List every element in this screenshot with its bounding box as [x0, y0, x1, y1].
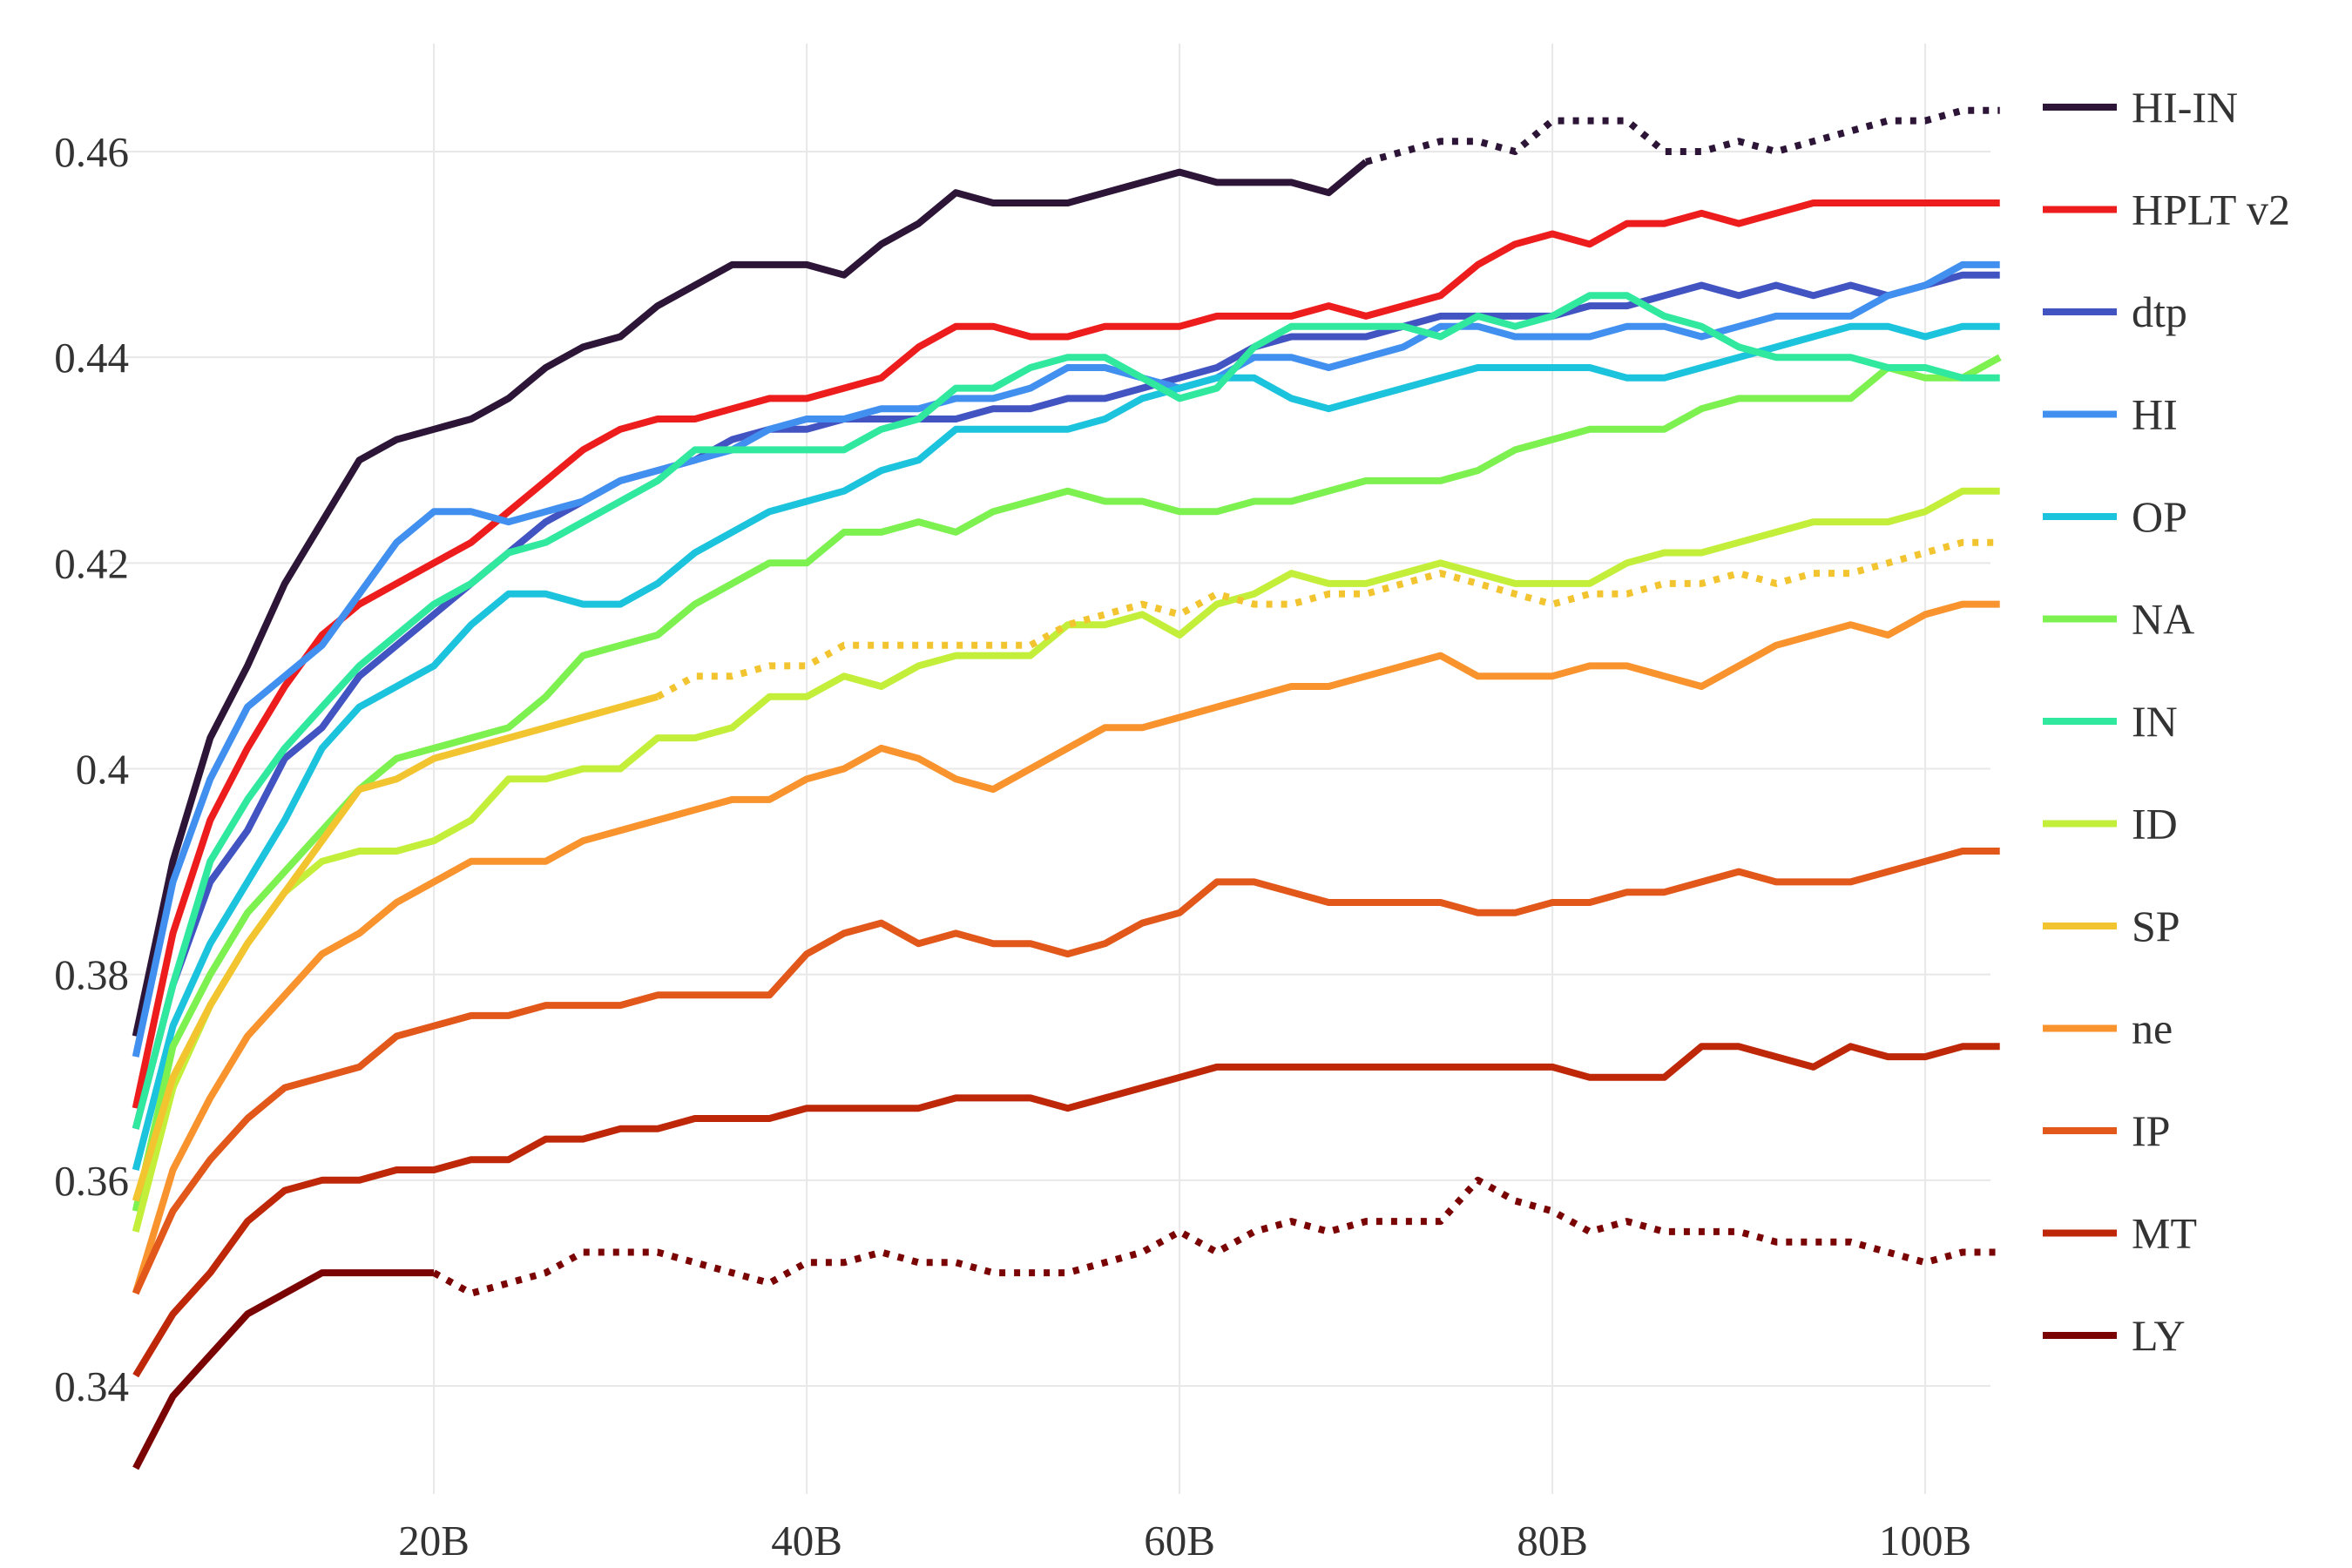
y-tick-label: 0.34 — [54, 1362, 129, 1410]
x-tick-label: 40B — [771, 1517, 842, 1565]
series-line-in — [132, 292, 2000, 1130]
legend-item-ly[interactable]: LY — [2043, 1311, 2186, 1360]
legend-item-hi[interactable]: HI — [2043, 390, 2178, 439]
series-line-dtp — [132, 271, 2000, 1130]
legend-item-ip[interactable]: IP — [2043, 1106, 2170, 1155]
legend-item-sp[interactable]: SP — [2043, 902, 2180, 950]
series-line-hplt-v2 — [132, 199, 2000, 1110]
x-tick-label: 80B — [1517, 1517, 1588, 1565]
series-line-sp-dotted — [655, 538, 2000, 700]
legend-item-na[interactable]: NA — [2043, 595, 2194, 644]
legend-label: HPLT v2 — [2132, 186, 2290, 234]
gridlines — [109, 44, 1990, 1494]
legend-item-in[interactable]: IN — [2043, 697, 2178, 746]
series-line-na — [132, 354, 2002, 1213]
legend-item-mt[interactable]: MT — [2043, 1209, 2197, 1258]
legend-label: NA — [2132, 595, 2194, 644]
series-line-mt — [132, 1043, 2000, 1378]
y-tick-label: 0.44 — [54, 334, 129, 382]
legend-item-ne[interactable]: ne — [2043, 1004, 2173, 1053]
legend-label: MT — [2132, 1209, 2197, 1258]
series-line-hi-in-dotted — [1365, 106, 2000, 166]
legend-label: ID — [2132, 800, 2178, 848]
series-line-ly — [132, 1269, 435, 1470]
series-line-sp — [132, 693, 659, 1202]
legend-label: HI — [2132, 390, 2178, 439]
legend-label: OP — [2132, 492, 2187, 541]
legend-label: dtp — [2132, 287, 2187, 336]
x-axis-ticks: 20B 40B 60B 80B 100B — [398, 1517, 1971, 1565]
legend-label: IP — [2132, 1106, 2170, 1155]
series-line-ne — [132, 600, 2000, 1294]
series-lines — [132, 106, 2002, 1470]
y-tick-label: 0.46 — [54, 128, 129, 176]
series-line-ly-dotted — [432, 1176, 2000, 1297]
legend[interactable]: HI-IN HPLT v2 dtp HI OP NA IN ID SP ne IP MT LY — [2043, 83, 2290, 1360]
series-line-hi-in — [132, 159, 1369, 1037]
series-line-id — [132, 487, 2000, 1233]
legend-item-op[interactable]: OP — [2043, 492, 2187, 541]
legend-item-id[interactable]: ID — [2043, 800, 2178, 848]
x-tick-label: 60B — [1144, 1517, 1215, 1565]
x-tick-label: 100B — [1879, 1517, 1971, 1565]
x-tick-label: 20B — [398, 1517, 470, 1565]
y-tick-label: 0.38 — [54, 951, 129, 999]
y-tick-label: 0.42 — [54, 539, 129, 587]
series-line-op — [132, 322, 2000, 1172]
series-line-hi — [132, 260, 2000, 1058]
legend-item-hi-in[interactable]: HI-IN — [2043, 83, 2238, 132]
legend-label: HI-IN — [2132, 83, 2238, 132]
series-line-ip — [132, 848, 2000, 1295]
y-tick-label: 0.36 — [54, 1157, 129, 1205]
y-axis-ticks: 0.34 0.36 0.38 0.4 0.42 0.44 0.46 — [54, 128, 129, 1410]
legend-label: ne — [2132, 1004, 2173, 1053]
legend-item-dtp[interactable]: dtp — [2043, 287, 2187, 336]
legend-item-hplt-v2[interactable]: HPLT v2 — [2043, 186, 2290, 234]
y-tick-label: 0.4 — [76, 746, 129, 794]
legend-label: SP — [2132, 902, 2180, 950]
legend-label: LY — [2132, 1311, 2186, 1360]
legend-label: IN — [2132, 697, 2178, 746]
